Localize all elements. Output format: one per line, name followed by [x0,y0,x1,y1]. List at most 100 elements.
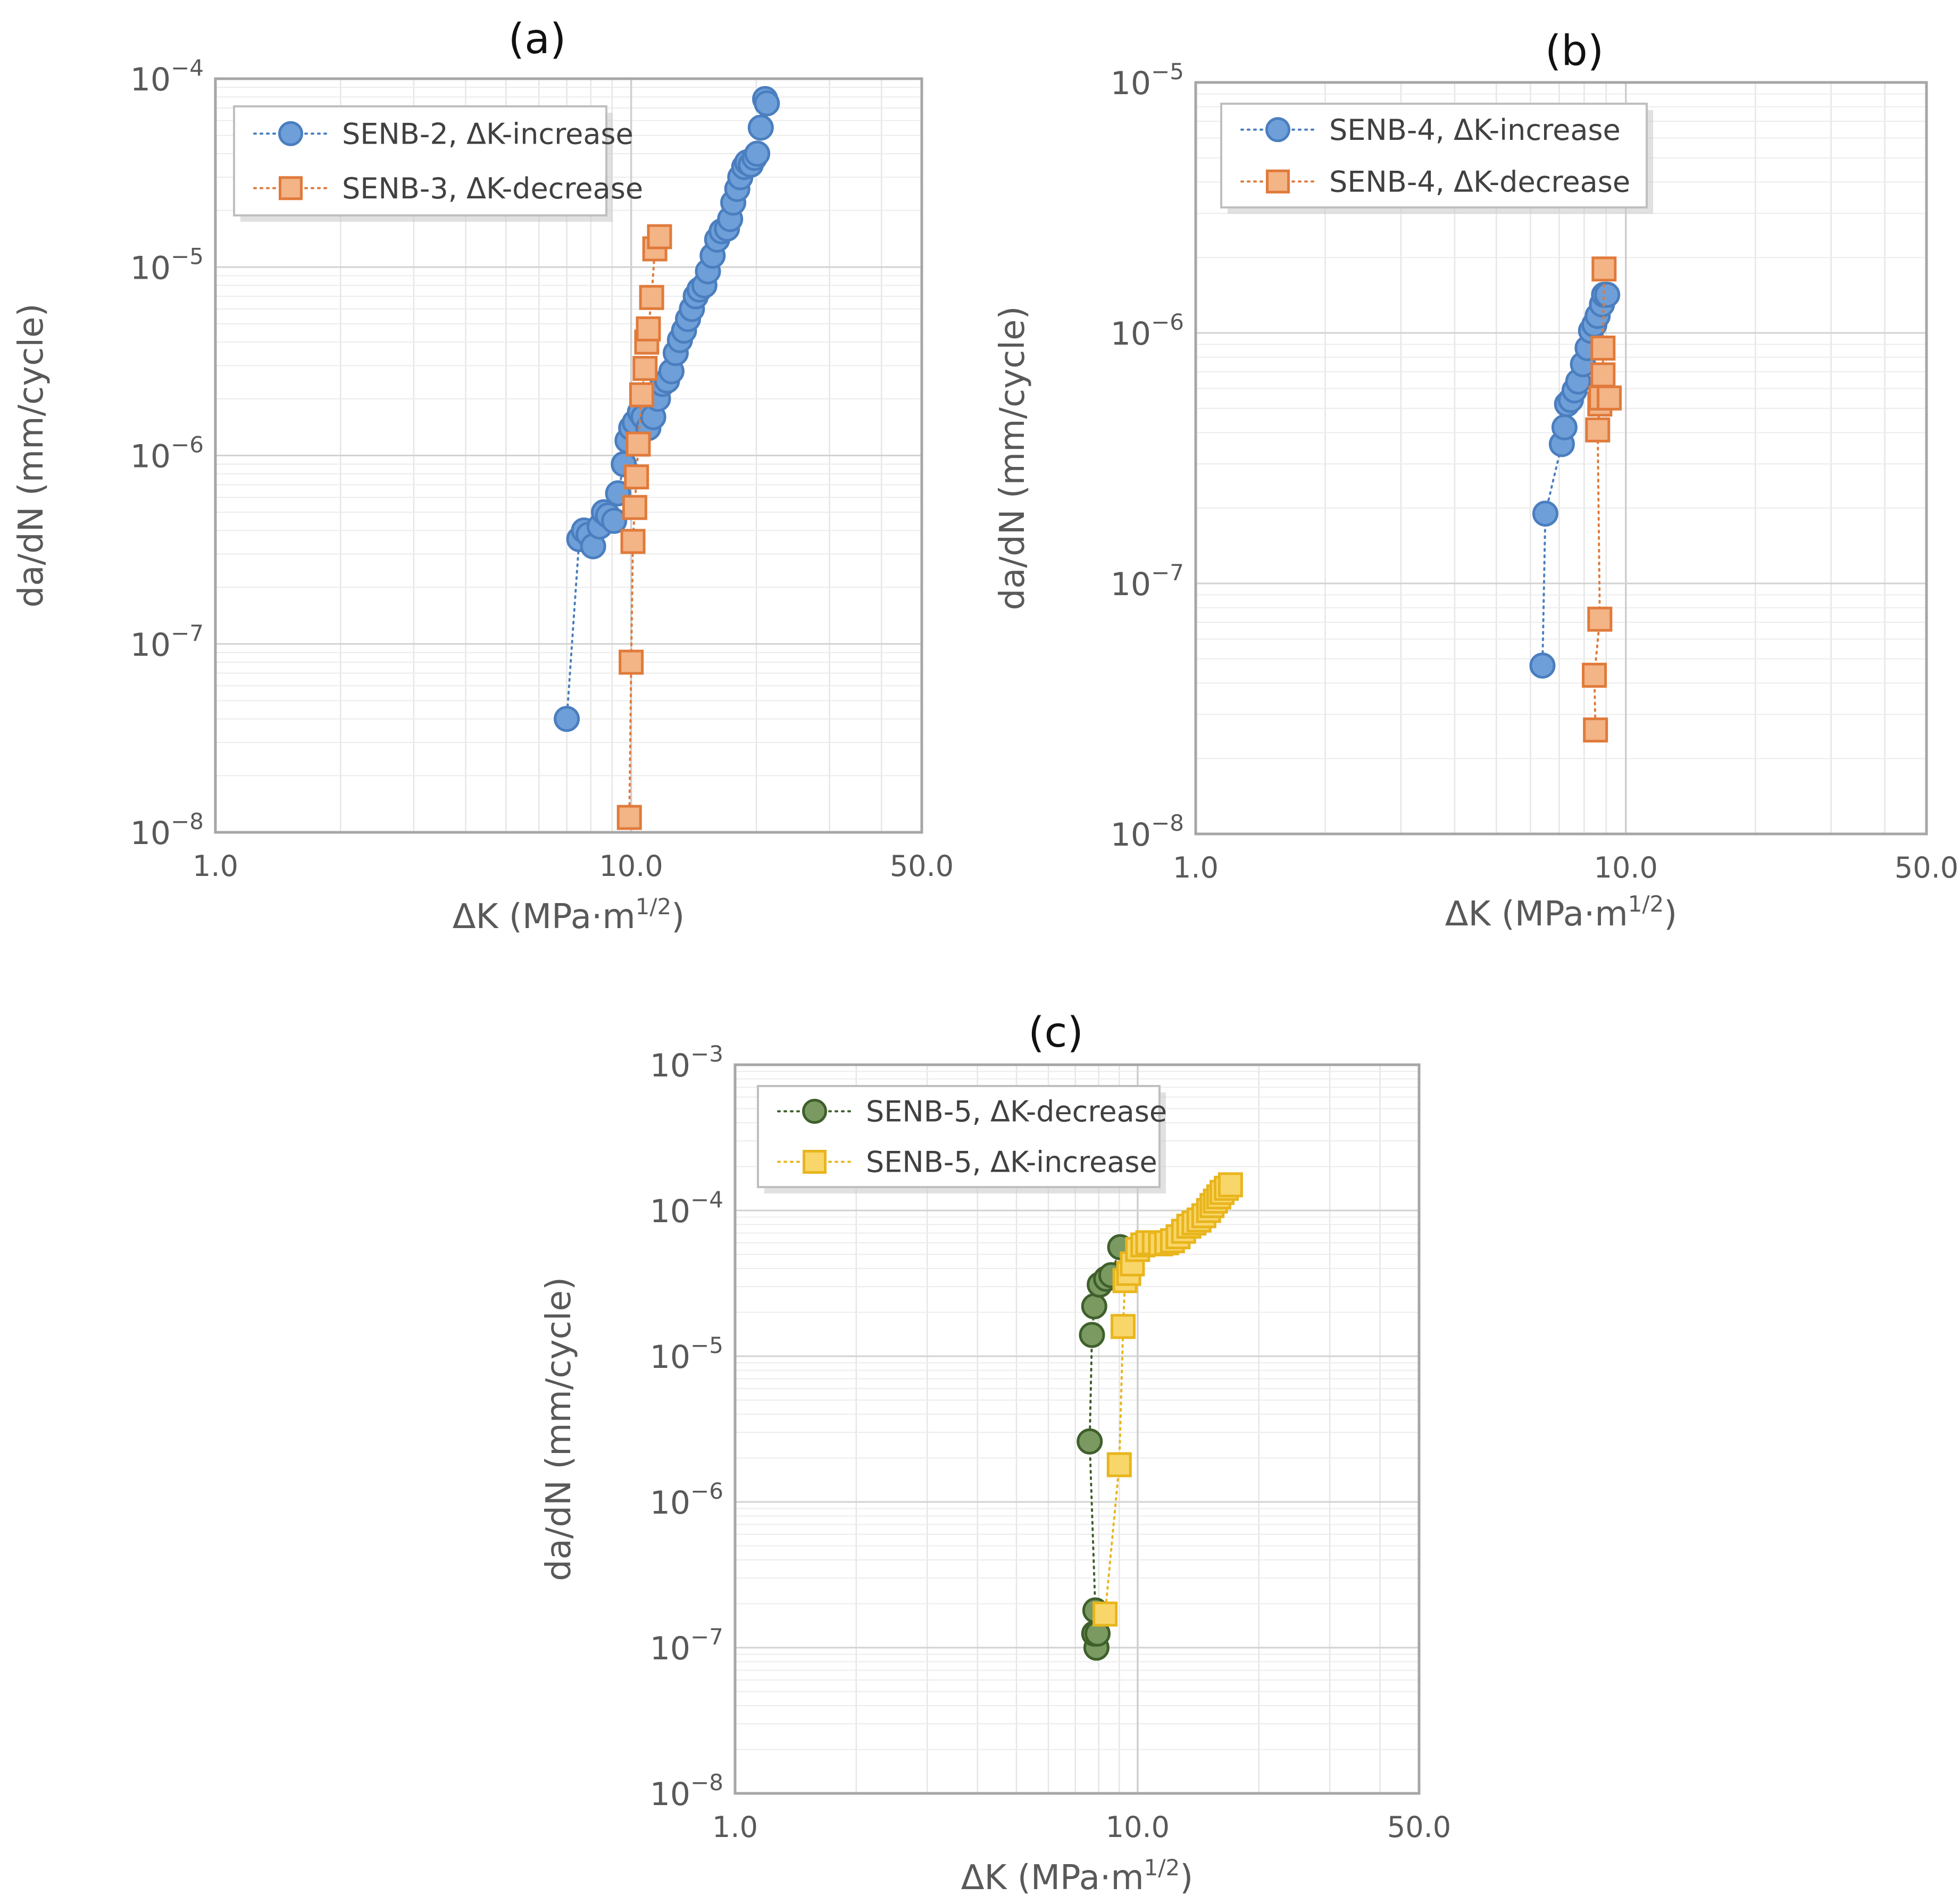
y-tick-base: 10 [650,1484,690,1522]
y-axis-label: da/dN (mm/cycle) [12,304,51,608]
y-tick-base: 10 [130,61,171,98]
panel-title: (b) [1545,27,1604,75]
y-tick-label: 10−8 [1111,810,1184,854]
y-tick-exponent: −7 [1151,559,1184,586]
x-axis-label-end: ) [671,897,685,937]
y-tick-label: 10−8 [650,1769,723,1813]
legend-a: SENB-2, ΔK-increase SENB-3, ΔK-decrease [233,105,643,222]
data-point [1597,385,1622,411]
panel-title: (c) [1028,1009,1083,1057]
data-point [624,464,649,490]
series-1 [1582,256,1622,743]
data-point [1077,1428,1103,1455]
x-axis-label-sup: 1/2 [636,893,672,920]
y-tick-label: 10−5 [1111,59,1184,102]
series-1 [1092,1172,1243,1627]
y-tick-exponent: −5 [690,1332,723,1358]
y-tick-label: 10−8 [130,808,204,852]
data-point [1551,414,1578,440]
data-point [1594,281,1621,308]
y-tick-exponent: −8 [171,808,204,834]
data-point [1591,256,1617,282]
y-tick-base: 10 [1111,566,1151,603]
x-tick-label: 1.0 [712,1810,758,1844]
x-axis-label: ΔK (MPa·m1/2) [961,1855,1193,1898]
chart-panel-a: 10−810−710−610−510−41.0 10.0 50.0ΔK (MPa·m… [12,15,954,937]
series-0 [554,86,780,732]
data-point [1529,652,1556,679]
data-point [1583,717,1608,743]
x-axis-label-end: ) [1664,895,1677,934]
x-axis-label-main: ΔK (MPa·m [961,1858,1144,1898]
y-tick-exponent: −5 [1151,59,1184,85]
y-tick-label: 10−6 [650,1478,723,1522]
legend-marker [802,1099,827,1124]
legend-c: SENB-5, ΔK-decrease SENB-5, ΔK-increase [757,1085,1167,1193]
legend-marker [803,1150,827,1174]
y-tick-exponent: −3 [690,1041,723,1067]
x-tick-label: 1.0 [1173,851,1219,884]
data-point [622,495,647,520]
y-tick-label: 10−7 [130,620,204,664]
y-tick-label: 10−7 [1111,559,1184,603]
x-axis-label-end: ) [1180,1858,1193,1898]
y-tick-base: 10 [650,1776,690,1813]
y-tick-exponent: −8 [690,1769,723,1796]
y-tick-label: 10−4 [130,55,204,98]
legend-marker [1266,169,1290,194]
x-axis-label-sup: 1/2 [1628,891,1664,917]
legend-b: SENB-4, ΔK-increase SENB-4, ΔK-decrease [1220,103,1653,214]
y-tick-base: 10 [1111,65,1151,102]
x-tick-label: 50.0 [890,849,954,883]
legend-box [1220,103,1648,208]
x-tick-label: 1.0 [193,849,238,883]
data-point [1587,606,1613,632]
data-point [1106,1452,1132,1477]
y-tick-exponent: −7 [690,1624,723,1650]
legend-marker [1265,117,1290,143]
y-tick-base: 10 [1111,816,1151,854]
plot-frame-c [733,1063,1421,1795]
y-tick-exponent: −8 [1151,810,1184,836]
data-point [1092,1601,1118,1627]
data-point [1081,1293,1107,1320]
x-tick-label: 10.0 [599,849,663,883]
data-point [636,316,661,341]
y-tick-base: 10 [130,249,171,287]
x-axis-label: ΔK (MPa·m1/2) [1445,891,1677,934]
plot-frame-b [1194,81,1928,836]
legend-marker [279,176,303,201]
chart-panel-b: 10−810−710−610−51.0 10.0 50.0ΔK (MPa·m1/2)… [993,27,1958,934]
data-point [1111,1314,1136,1339]
plot-frame-a [214,77,923,834]
data-point [629,382,654,407]
y-tick-base: 10 [650,1339,690,1376]
series-line [1593,268,1611,731]
data-point [1585,417,1611,442]
legend-label: SENB-4, ΔK-decrease [1329,165,1630,198]
data-point [601,507,628,534]
y-tick-exponent: −6 [171,432,204,458]
x-axis-label-main: ΔK (MPa·m [453,897,636,937]
y-tick-label: 10−4 [650,1187,723,1230]
series-1 [616,224,672,830]
y-tick-base: 10 [130,438,171,475]
data-point [632,356,658,381]
data-point [1582,663,1607,688]
y-tick-label: 10−5 [130,243,204,287]
legend-label: SENB-5, ΔK-increase [866,1146,1157,1179]
x-tick-label: 10.0 [1106,1810,1170,1844]
y-tick-exponent: −5 [171,243,204,269]
data-point [747,114,774,141]
y-tick-label: 10−3 [650,1041,723,1084]
data-point [619,649,644,675]
y-tick-label: 10−7 [650,1624,723,1667]
data-point [647,224,672,249]
x-axis-label-sup: 1/2 [1144,1855,1180,1881]
legend-label: SENB-5, ΔK-decrease [866,1095,1167,1129]
panel-title: (a) [508,15,566,63]
legend-marker [278,121,303,146]
x-axis-label: ΔK (MPa·m1/2) [453,893,685,937]
data-point [1079,1322,1105,1348]
legend-label: SENB-2, ΔK-increase [342,117,633,151]
